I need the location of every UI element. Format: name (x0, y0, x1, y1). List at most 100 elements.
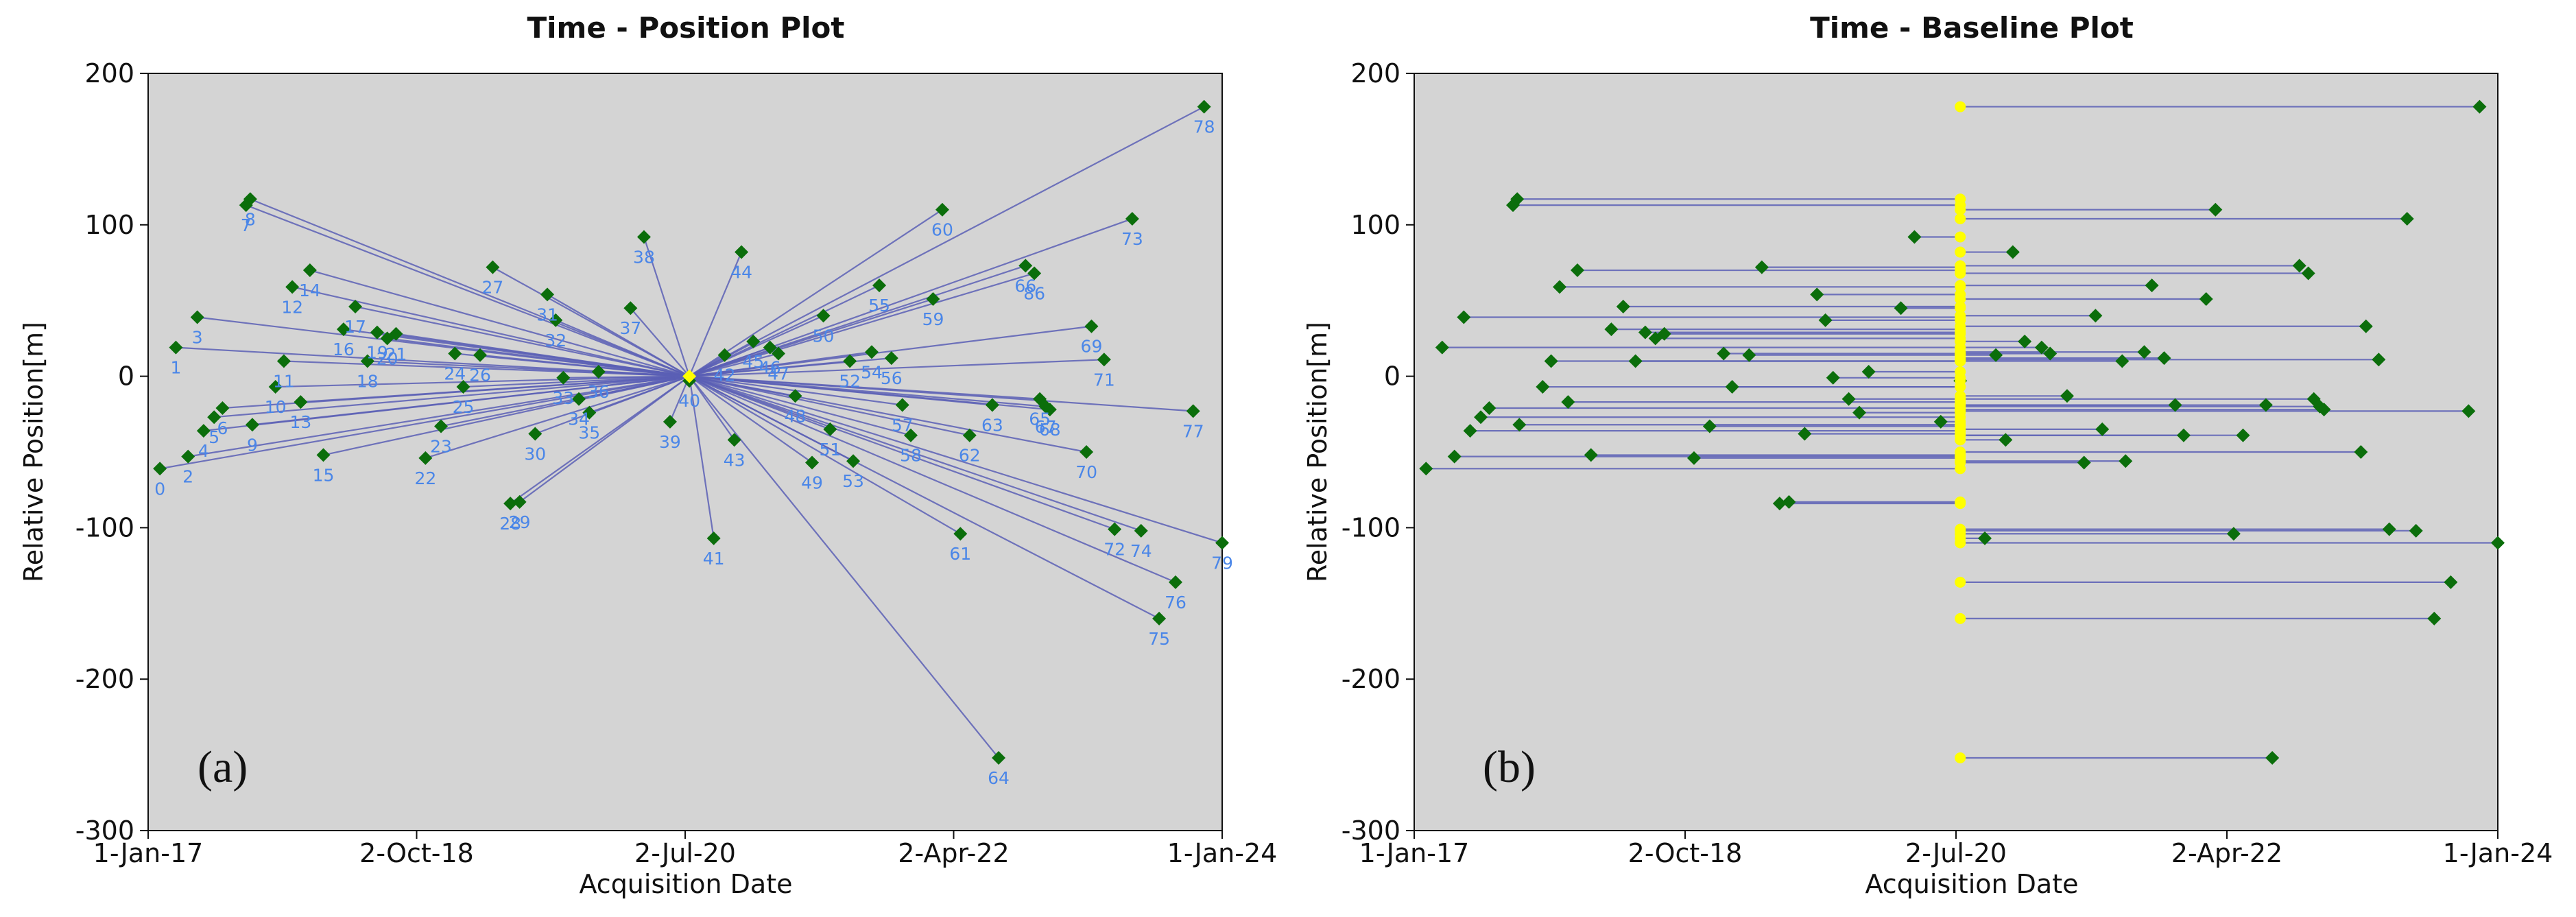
acquisition-label: 56 (881, 368, 903, 388)
acquisition-marker (207, 410, 222, 425)
acquisition-marker (2095, 422, 2110, 436)
acquisition-marker (706, 531, 721, 545)
acquisition-marker (2157, 351, 2171, 366)
acquisition-marker (1419, 462, 1433, 476)
acquisition-label: 38 (633, 247, 655, 267)
acquisition-label: 65 (1029, 409, 1051, 429)
acquisition-marker (1754, 260, 1769, 274)
acquisition-label: 35 (578, 423, 600, 443)
acquisition-label: 86 (1023, 283, 1045, 303)
acquisition-marker (746, 334, 761, 348)
baseline-line (689, 265, 1026, 377)
acquisition-marker (389, 326, 403, 341)
acquisition-marker (549, 313, 563, 327)
acquisition-label: 61 (949, 544, 971, 564)
baseline-line (689, 375, 1193, 412)
acquisition-label: 30 (524, 444, 546, 464)
chart-title: Time - Baseline Plot (1810, 11, 2134, 45)
baseline-line (578, 375, 690, 400)
acquisition-marker (1561, 395, 1575, 409)
reference-marker (1955, 354, 1966, 366)
acquisition-marker (348, 300, 363, 314)
acquisition-label: 15 (313, 465, 335, 485)
acquisition-marker (1134, 523, 1148, 538)
baseline-lines (159, 106, 1223, 759)
time-position-plot: Time - Position Plot 0123456789101112131… (19, 11, 1277, 899)
acquisition-marker (268, 380, 283, 394)
reference-marker (1955, 576, 1966, 588)
acquisition-marker (2427, 611, 2442, 626)
x-tick-label: 2-Oct-18 (1628, 838, 1743, 868)
acquisition-label: 67 (1035, 417, 1057, 437)
x-tick-label: 2-Apr-22 (898, 838, 1009, 868)
acquisition-label: 58 (900, 446, 922, 466)
baseline-line (463, 375, 690, 388)
x-tick-label: 1-Jan-24 (1167, 838, 1278, 868)
acquisition-label: 50 (813, 326, 835, 346)
acquisition-marker (727, 433, 741, 447)
baseline-line (275, 375, 690, 388)
acquisition-marker (2400, 211, 2414, 226)
acquisition-label: 33 (552, 388, 574, 408)
acquisition-label: 41 (703, 549, 725, 569)
reference-marker (1955, 446, 1966, 457)
reference-marker (1955, 429, 1966, 441)
acquisition-marker (243, 192, 257, 206)
acquisition-label: 1 (170, 358, 181, 378)
reference-marker (682, 369, 697, 383)
acquisition-marker (1841, 392, 1856, 406)
acquisition-label: 42 (714, 366, 736, 385)
acquisition-marker (895, 398, 909, 412)
acquisition-label: 24 (444, 364, 466, 383)
acquisition-marker (1933, 414, 1948, 429)
acquisition-marker (1197, 99, 1211, 114)
baseline-line (689, 375, 1142, 532)
acquisition-marker (1512, 418, 1527, 432)
acquisition-label: 28 (499, 514, 521, 534)
baseline-line (547, 294, 690, 377)
acquisition-marker (2354, 445, 2368, 459)
acquisition-marker (992, 751, 1006, 765)
y-tick-label: 100 (1350, 210, 1400, 240)
acquisition-label: 37 (619, 318, 641, 338)
acquisition-label: 73 (1121, 229, 1143, 249)
y-tick-label: 200 (1350, 58, 1400, 88)
acquisition-marker (1447, 449, 1462, 464)
acquisition-marker (2208, 202, 2223, 217)
acquisition-label: 20 (377, 348, 398, 368)
acquisition-marker (636, 230, 651, 244)
acquisition-marker (1042, 403, 1057, 417)
acquisition-label: 19 (366, 343, 388, 363)
time-baseline-plot: Time - Baseline Plot 200 100 0 -100 -200 -300… (1302, 11, 2553, 899)
acquisition-label: 21 (385, 344, 407, 364)
acquisition-marker (2444, 575, 2458, 589)
y-tick-label: 0 (1384, 361, 1400, 392)
acquisition-label: 26 (469, 366, 491, 385)
acquisition-marker (2018, 334, 2032, 348)
y-tick-label: -300 (75, 815, 134, 846)
acquisition-marker (418, 451, 433, 465)
x-tick-label: 1-Jan-24 (2443, 838, 2553, 868)
reference-marker (1955, 260, 1966, 272)
reference-marker (1955, 752, 1966, 764)
acquisition-marker (816, 309, 831, 323)
acquisition-marker (1798, 427, 1812, 441)
acquisition-marker (582, 405, 597, 420)
baseline-line (689, 375, 1115, 530)
acquisition-marker (1474, 410, 1488, 425)
acquisition-label: 62 (959, 446, 981, 466)
acquisition-marker (772, 346, 786, 361)
baseline-line (300, 375, 690, 403)
acquisition-marker (1510, 192, 1525, 206)
baseline-line (518, 375, 690, 503)
baseline-line (396, 333, 690, 377)
acquisition-marker (2043, 346, 2058, 361)
acquisition-marker (865, 345, 879, 359)
baseline-lines (1426, 106, 2498, 759)
reference-marker (1955, 280, 1966, 291)
acquisition-label: 51 (819, 440, 841, 460)
baseline-line (479, 354, 690, 377)
acquisition-marker (370, 325, 384, 340)
